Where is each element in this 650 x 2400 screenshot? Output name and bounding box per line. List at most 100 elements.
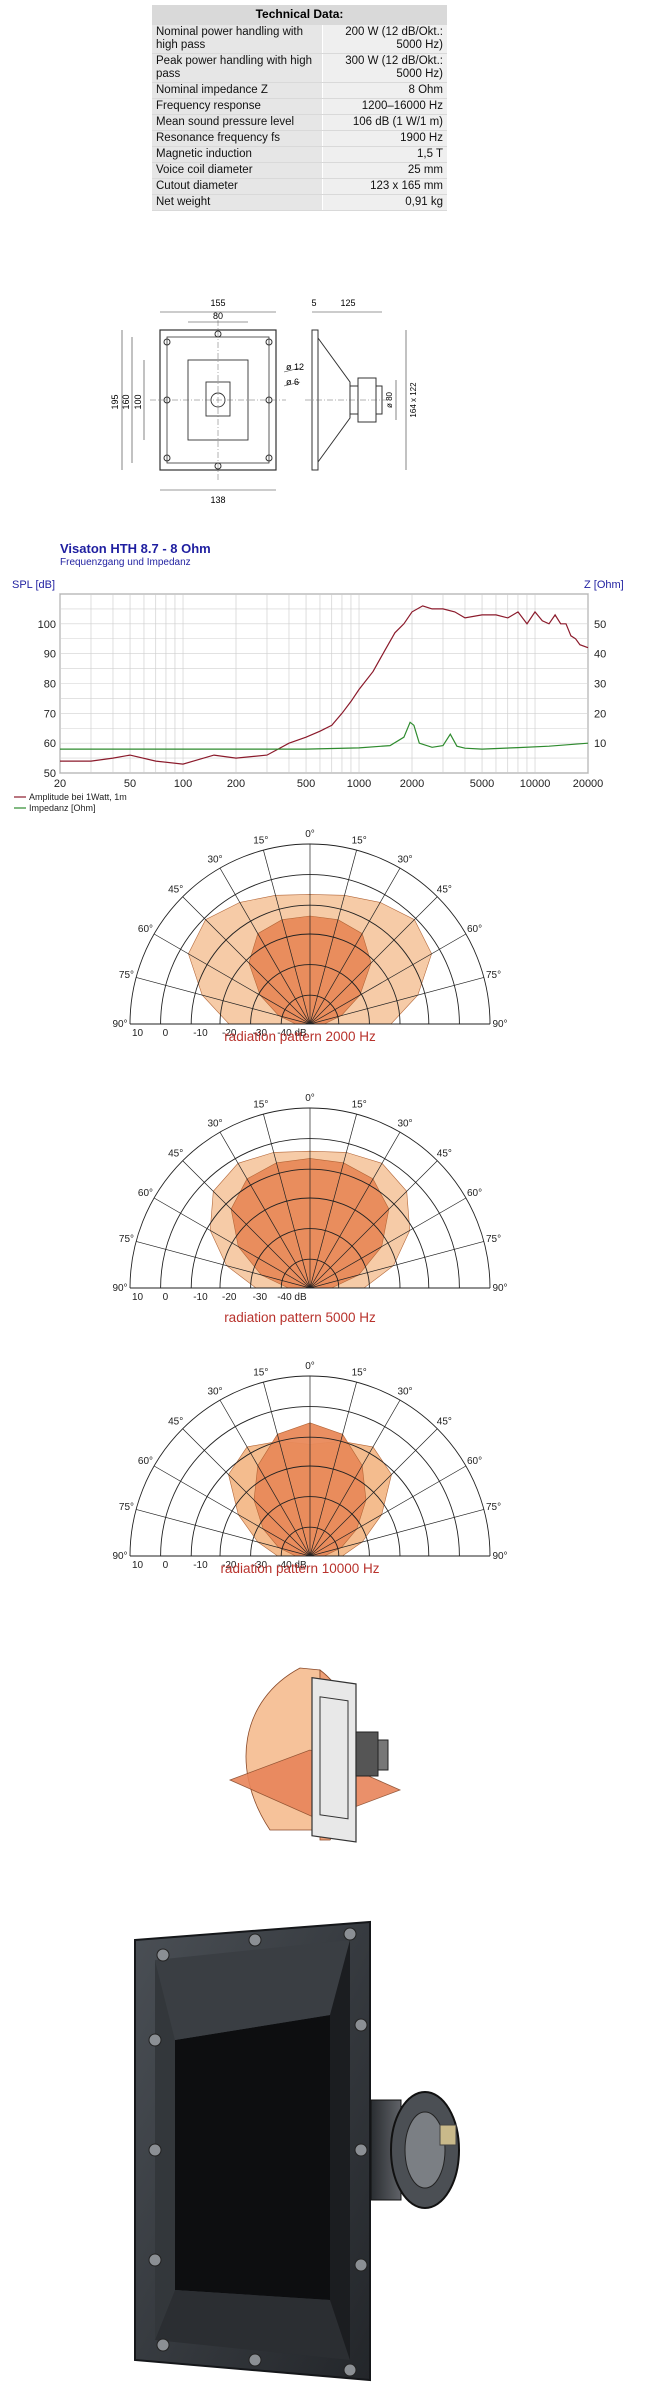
spec-label: Cutout diameter [152,179,323,194]
spec-row: Frequency response 1200–16000 Hz [152,99,447,114]
db-label: -30 [253,1028,268,1039]
angle-label: 15° [352,1367,367,1378]
angle-label: 60° [467,1188,482,1199]
angle-label: 30° [397,854,412,865]
db-label: 10 [132,1292,144,1303]
spec-value: 106 dB (1 W/1 m) [323,115,447,130]
polar-spoke [219,1399,311,1557]
db-label: 0 [163,1292,169,1303]
polar-spoke [309,1465,467,1557]
spec-value: 25 mm [323,163,447,178]
spec-label: Mean sound pressure level [152,115,323,130]
spec-value: 1,5 T [323,147,447,162]
db-label: 10 [132,1560,144,1571]
x-tick-label: 20000 [573,778,604,790]
dim-hole-spacing: 138 [210,495,225,505]
spec-value: 0,91 kg [323,195,447,210]
y2-tick-label: 10 [594,738,606,750]
polar-spoke [153,1465,311,1557]
dim-height: 195 [110,394,120,409]
db-label: 0 [163,1028,169,1039]
polar-spoke [309,1131,401,1289]
polar-spoke [309,850,357,1025]
polar-spoke [309,1509,484,1557]
x-tick-label: 2000 [400,778,424,790]
spec-label: Frequency response [152,99,323,114]
polar-spoke [309,1241,484,1289]
db-label: -40 dB [277,1560,307,1571]
angle-label: 75° [119,970,134,981]
polar-caption-5000: radiation pattern 5000 Hz [224,1310,376,1325]
angle-label: 15° [253,835,268,846]
angle-label: 30° [207,1118,222,1129]
chart-title: Visaton HTH 8.7 - 8 Ohm [60,541,211,556]
y2-tick-label: 30 [594,679,606,691]
dim-hole-6: ø 6 [286,377,299,387]
spec-row: Magnetic induction 1,5 T [152,147,447,162]
dim-hole-12: ø 12 [286,362,304,372]
y-tick-label: 50 [44,768,56,780]
y2-tick-label: 20 [594,708,606,720]
polar-chart-2000: 0° 15° 15° 30° 30° 45° 45° 60° 60° 75° 75° 90° 90° 10… [112,829,507,1039]
polar-spoke [219,867,311,1025]
x-tick-label: 50 [124,778,136,790]
db-label: -30 [253,1292,268,1303]
angle-label: 75° [486,1502,501,1513]
spec-row: Nominal power handling with high pass 200… [152,25,447,53]
spec-label: Nominal power handling with high pass [152,25,323,53]
spec-row: Mean sound pressure level 106 dB (1 W/1 m… [152,115,447,130]
db-label: -20 [222,1028,237,1039]
x-tick-label: 1000 [347,778,371,790]
spec-value: 1900 Hz [323,131,447,146]
angle-label: 30° [397,1386,412,1397]
spec-value: 1200–16000 Hz [323,99,447,114]
angle-label: 90° [112,1551,127,1562]
angle-label: 15° [253,1367,268,1378]
x-tick-label: 500 [297,778,315,790]
angle-label: 45° [168,885,183,896]
spec-value: 123 x 165 mm [323,179,447,194]
dim-throat-width: 80 [213,311,223,321]
angle-label: 60° [138,1188,153,1199]
spec-label: Magnetic induction [152,147,323,162]
spec-title: Technical Data: [255,7,344,21]
polar-spoke [309,1428,438,1557]
angle-label: 0° [305,1361,315,1372]
polar-spoke [182,1160,311,1289]
dim-width: 155 [210,298,225,308]
radiation-3d-illustration [228,1667,402,1843]
polar-spoke [309,1382,357,1557]
spec-value: 200 W (12 dB/Okt.: 5000 Hz) [323,25,447,53]
polar-spoke [219,1131,311,1289]
spec-label: Voice coil diameter [152,163,323,178]
angle-label: 75° [119,1234,134,1245]
spec-row: Net weight 0,91 kg [152,195,447,210]
polar-spoke [263,1114,311,1289]
angle-label: 15° [253,1099,268,1110]
angle-label: 15° [352,1099,367,1110]
angle-label: 45° [168,1417,183,1428]
spec-row: Resonance frequency fs 1900 Hz [152,131,447,146]
x-tick-label: 10000 [520,778,551,790]
spec-label: Resonance frequency fs [152,131,323,146]
spec-row: Voice coil diameter 25 mm [152,163,447,178]
y-axis-label: SPL [dB] [12,579,55,591]
polar-spoke [136,1509,311,1557]
product-photo [134,1920,460,2382]
spec-label: Net weight [152,195,323,210]
y-tick-label: 100 [38,619,56,631]
y-tick-label: 60 [44,738,56,750]
angle-label: 30° [207,854,222,865]
angle-label: 75° [486,970,501,981]
dim-cutout: 164 x 122 [409,382,418,418]
angle-label: 45° [437,1417,452,1428]
db-label: -10 [193,1292,208,1303]
db-label: 10 [132,1028,144,1039]
angle-label: 60° [138,924,153,935]
polar-chart-5000: 0° 15° 15° 30° 30° 45° 45° 60° 60° 75° 75° 90° 90° 10… [112,1093,507,1303]
spec-label: Peak power handling with high pass [152,54,323,82]
legend-label: Impedanz [Ohm] [29,803,96,813]
angle-label: 45° [168,1149,183,1160]
